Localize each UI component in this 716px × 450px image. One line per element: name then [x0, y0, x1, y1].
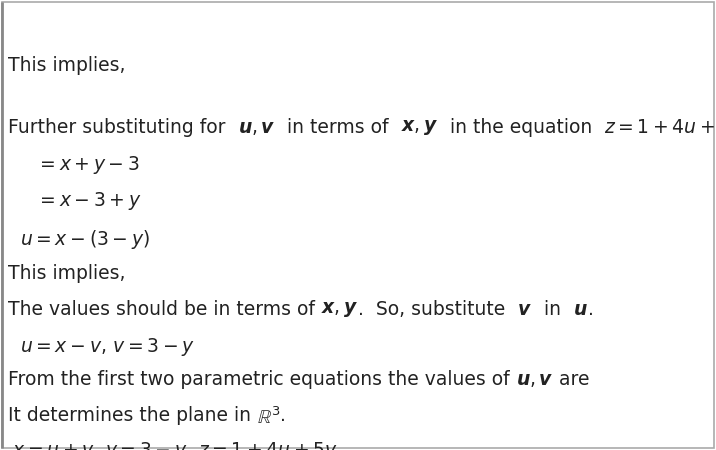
Text: in: in	[532, 300, 574, 319]
Text: $=x-3+y$: $=x-3+y$	[36, 190, 141, 212]
Text: $\boldsymbol{u}$: $\boldsymbol{u}$	[574, 300, 588, 319]
Text: are: are	[553, 370, 590, 389]
Text: $\boldsymbol{x},\boldsymbol{y}$: $\boldsymbol{x},\boldsymbol{y}$	[321, 300, 358, 319]
Text: in terms of: in terms of	[275, 118, 401, 137]
Text: This implies,: This implies,	[8, 264, 125, 283]
Text: $\boldsymbol{x},\boldsymbol{y}$: $\boldsymbol{x},\boldsymbol{y}$	[401, 118, 438, 137]
Text: in the equation: in the equation	[438, 118, 604, 137]
Text: This implies,: This implies,	[8, 56, 125, 75]
Text: $z=1+4u+5v$: $z=1+4u+5v$	[604, 118, 716, 137]
Text: .  So, substitute: . So, substitute	[358, 300, 518, 319]
Text: $=x+y-3$: $=x+y-3$	[36, 154, 140, 176]
Text: .: .	[280, 406, 286, 425]
Text: $u=x-(3-y)$: $u=x-(3-y)$	[20, 228, 150, 251]
Text: Further substituting for: Further substituting for	[8, 118, 238, 137]
Text: $u=x-v,\,v=3-y$: $u=x-v,\,v=3-y$	[20, 336, 195, 358]
Text: It determines the plane in: It determines the plane in	[8, 406, 257, 425]
Text: The values should be in terms of: The values should be in terms of	[8, 300, 321, 319]
Text: $\boldsymbol{v}$: $\boldsymbol{v}$	[518, 300, 532, 319]
Text: $x=u+v,\,y=3-v,\,z=1+4u+5v$: $x=u+v,\,y=3-v,\,z=1+4u+5v$	[12, 440, 338, 450]
Text: $\boldsymbol{u},\boldsymbol{v}$: $\boldsymbol{u},\boldsymbol{v}$	[238, 118, 275, 137]
Text: $\mathbb{R}^3$: $\mathbb{R}^3$	[257, 406, 280, 428]
Text: .: .	[588, 300, 594, 319]
Text: $\boldsymbol{u},\boldsymbol{v}$: $\boldsymbol{u},\boldsymbol{v}$	[516, 370, 553, 389]
Text: From the first two parametric equations the values of: From the first two parametric equations …	[8, 370, 516, 389]
